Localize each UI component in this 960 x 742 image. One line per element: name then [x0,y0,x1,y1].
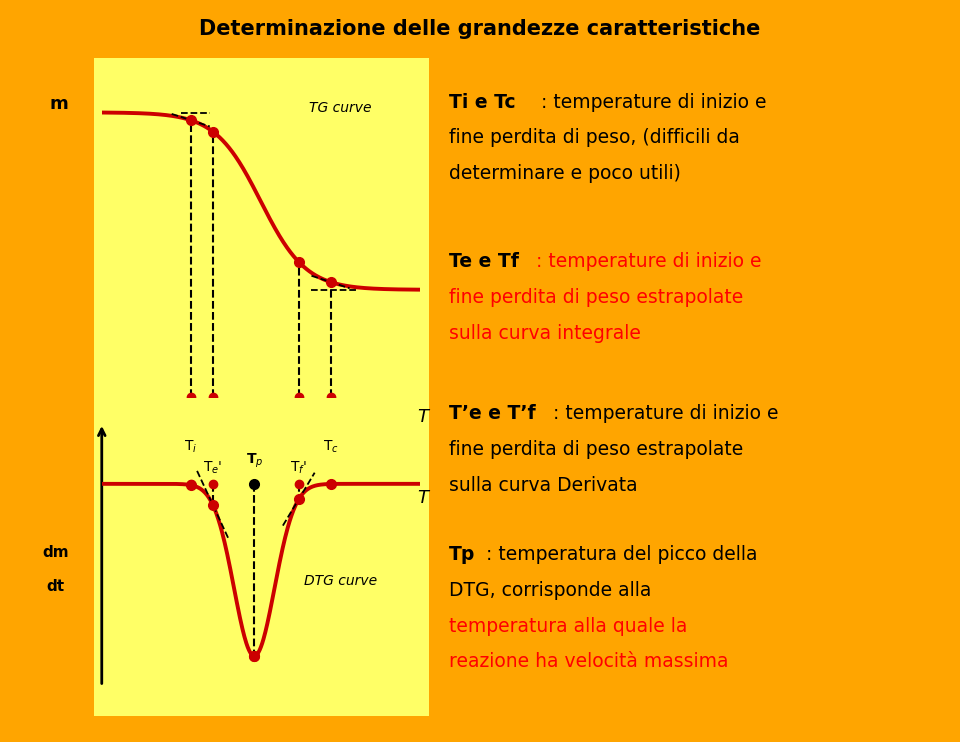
Text: determinare e poco utili): determinare e poco utili) [449,164,682,183]
Text: sulla curva Derivata: sulla curva Derivata [449,476,637,495]
Text: dt: dt [60,454,79,469]
Text: T$_e$': T$_e$' [204,459,223,476]
Text: : temperature di inizio e: : temperature di inizio e [536,252,761,272]
Text: Te e Tf: Te e Tf [449,252,519,272]
Text: T$_c$: T$_c$ [323,439,339,456]
Text: dm: dm [57,434,84,449]
Text: m: m [73,59,93,79]
Text: Ti e Tc: Ti e Tc [449,93,516,112]
Text: T: T [418,489,428,507]
Text: : temperature di inizio e: : temperature di inizio e [553,404,779,424]
Text: temperatura alla quale la: temperatura alla quale la [449,617,687,636]
Text: T’e e T’f: T’e e T’f [449,404,536,424]
Text: fine perdita di peso estrapolate: fine perdita di peso estrapolate [449,288,744,307]
Text: : temperature di inizio e: : temperature di inizio e [541,93,767,112]
Text: fine perdita di peso, (difficili da: fine perdita di peso, (difficili da [449,128,740,148]
Text: DTG, corrisponde alla: DTG, corrisponde alla [449,581,652,600]
Text: T$_f$: T$_f$ [291,427,307,446]
Text: DTG curve: DTG curve [303,574,376,588]
Text: dt: dt [47,579,64,594]
Text: reazione ha velocità massima: reazione ha velocità massima [449,652,729,672]
Text: Determinazione delle grandezze caratteristiche: Determinazione delle grandezze caratteri… [200,19,760,39]
Text: : temperatura del picco della: : temperatura del picco della [486,545,757,565]
Text: TG curve: TG curve [309,102,372,115]
Text: T$_p$: T$_p$ [246,451,263,470]
Text: T: T [418,408,428,426]
Text: T$_f$': T$_f$' [290,459,307,476]
Text: T$_e$: T$_e$ [204,427,222,446]
Text: fine perdita di peso estrapolate: fine perdita di peso estrapolate [449,440,744,459]
Text: Tp: Tp [449,545,475,565]
Text: m: m [49,95,68,113]
Text: T$_i$: T$_i$ [184,439,198,456]
Text: dm: dm [42,545,69,560]
Text: sulla curva integrale: sulla curva integrale [449,324,641,343]
